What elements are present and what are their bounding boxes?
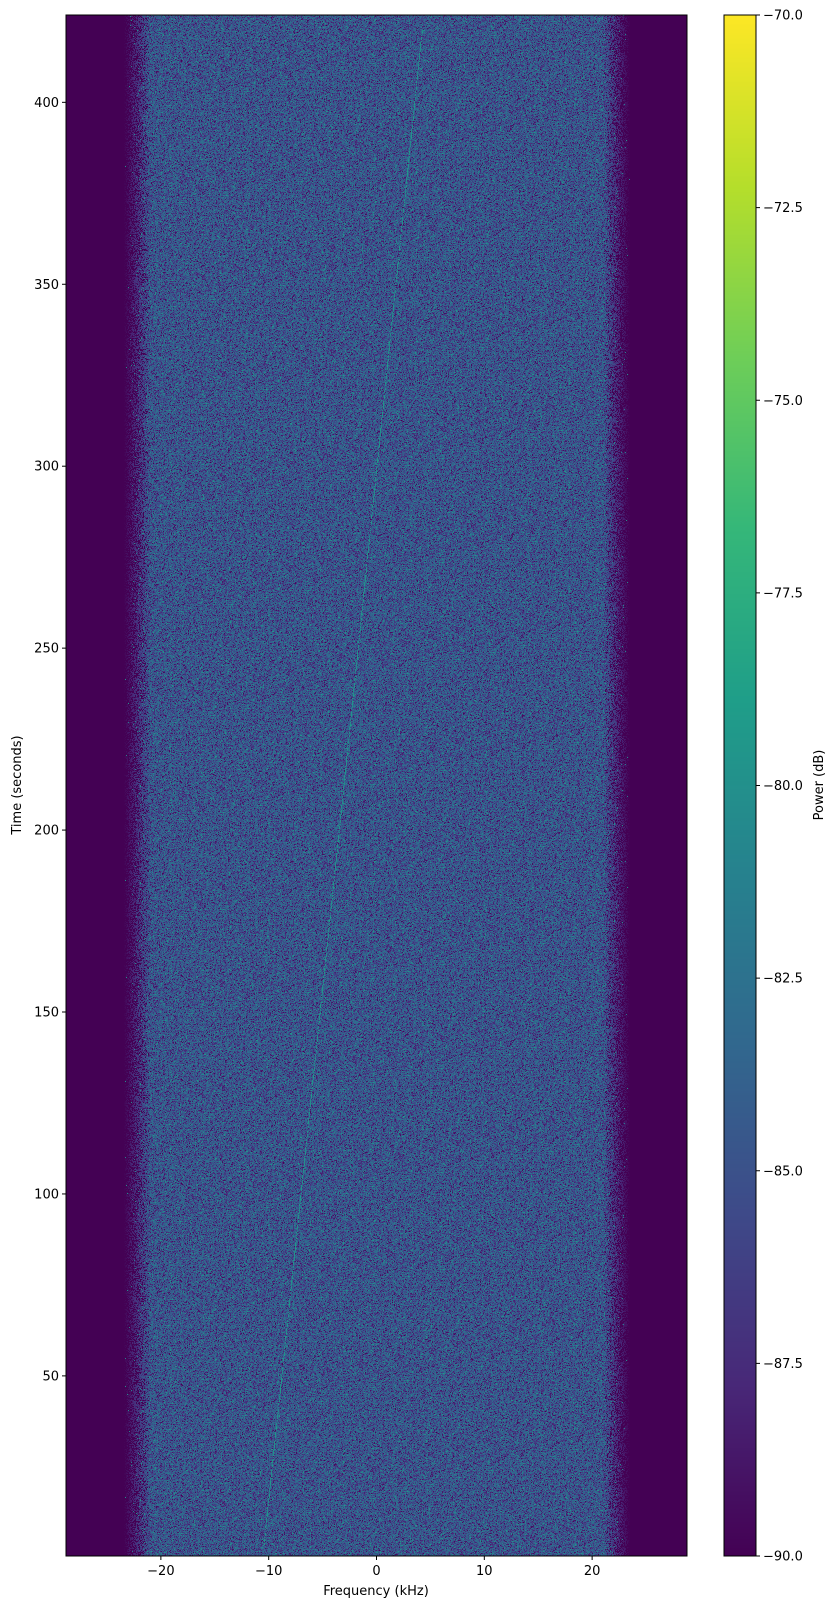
colorbar-tick-label: −82.5 xyxy=(763,972,803,987)
colorbar-tick-label: −90.0 xyxy=(763,1550,803,1565)
y-tick-label: 300 xyxy=(34,460,59,475)
colorbar-gradient xyxy=(724,15,756,1556)
x-axis-label: Frequency (kHz) xyxy=(323,1584,429,1599)
x-tick-label: 20 xyxy=(584,1564,601,1579)
plot-frame xyxy=(65,14,688,1557)
colorbar-tick-label: −70.0 xyxy=(763,9,803,24)
x-tick-label: 0 xyxy=(372,1564,380,1579)
y-axis-ticks: 50 100 150 200 250 300 350 400 xyxy=(34,96,66,1384)
x-axis-ticks: −20 −10 0 10 20 xyxy=(147,1556,600,1579)
colorbar-tick-label: −77.5 xyxy=(763,586,803,601)
spectrogram-image xyxy=(66,15,687,1556)
x-tick-label: 10 xyxy=(476,1564,493,1579)
colorbar-tick-label: −87.5 xyxy=(763,1357,803,1372)
y-tick-label: 50 xyxy=(42,1369,59,1384)
colorbar-tick-label: −75.0 xyxy=(763,394,803,409)
colorbar-tick-label: −85.0 xyxy=(763,1164,803,1179)
y-tick-label: 250 xyxy=(34,642,59,657)
y-tick-label: 100 xyxy=(34,1187,59,1202)
colorbar-label: Power (dB) xyxy=(812,750,827,821)
y-axis-label: Time (seconds) xyxy=(10,735,25,835)
colorbar-tick-label: −80.0 xyxy=(763,779,803,794)
x-tick-label: −20 xyxy=(147,1564,174,1579)
x-tick-label: −10 xyxy=(255,1564,282,1579)
colorbar-frame xyxy=(723,14,757,1557)
y-tick-label: 400 xyxy=(34,96,59,111)
y-tick-label: 350 xyxy=(34,278,59,293)
y-tick-label: 150 xyxy=(34,1006,59,1021)
y-tick-label: 200 xyxy=(34,824,59,839)
colorbar-ticks: −90.0 −87.5 −85.0 −82.5 −80.0 −77.5 −75.0 −72.5… xyxy=(756,9,803,1565)
colorbar-tick-label: −72.5 xyxy=(763,201,803,216)
